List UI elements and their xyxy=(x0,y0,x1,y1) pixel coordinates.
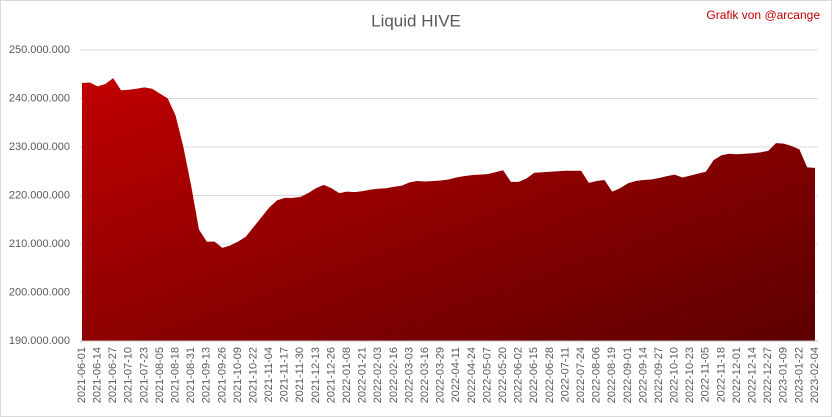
x-tick-label: 2022-09-14 xyxy=(637,347,649,403)
y-tick-label: 200.000.000 xyxy=(9,286,70,298)
x-tick-label: 2021-10-09 xyxy=(232,347,244,403)
x-tick-label: 2023-02-04 xyxy=(809,347,821,403)
y-tick-label: 220.000.000 xyxy=(9,189,70,201)
x-tick-label: 2021-06-27 xyxy=(107,347,119,403)
x-tick-label: 2022-03-16 xyxy=(419,347,431,403)
x-tick-label: 2021-10-22 xyxy=(247,347,259,403)
x-tick-label: 2022-06-15 xyxy=(528,347,540,403)
y-tick-label: 230.000.000 xyxy=(9,141,70,153)
y-tick-label: 240.000.000 xyxy=(9,92,70,104)
x-tick-label: 2022-11-05 xyxy=(700,347,712,402)
chart-title: Liquid HIVE xyxy=(371,11,461,30)
x-tick-label: 2023-01-09 xyxy=(778,347,790,403)
x-tick-label: 2022-12-27 xyxy=(762,347,774,403)
x-tick-label: 2022-05-07 xyxy=(481,347,493,403)
credit: Grafik von @arcange xyxy=(706,8,820,22)
x-tick-label: 2022-02-03 xyxy=(372,347,384,403)
x-tick-label: 2022-01-21 xyxy=(357,347,369,403)
x-tick-label: 2022-04-24 xyxy=(466,347,478,403)
x-tick-label: 2021-12-26 xyxy=(325,347,337,403)
x-tick-label: 2022-06-28 xyxy=(544,347,556,403)
x-tick-label: 2023-01-22 xyxy=(793,347,805,403)
x-tick-label: 2022-01-08 xyxy=(341,347,353,403)
x-tick-label: 2021-06-01 xyxy=(76,347,88,403)
x-tick-label: 2022-04-11 xyxy=(450,347,462,402)
x-tick-label: 2021-07-10 xyxy=(123,347,135,403)
x-tick-label: 2022-03-29 xyxy=(435,347,447,403)
x-tick-label: 2021-07-23 xyxy=(138,347,150,403)
x-tick-label: 2022-12-14 xyxy=(747,347,759,403)
x-tick-label: 2021-08-18 xyxy=(169,347,181,403)
x-tick-label: 2021-12-13 xyxy=(310,347,322,403)
x-tick-label: 2021-11-17 xyxy=(279,347,291,402)
x-tick-label: 2021-09-26 xyxy=(216,347,228,403)
x-tick-label: 2022-02-16 xyxy=(388,347,400,403)
x-tick-label: 2021-08-31 xyxy=(185,347,197,403)
x-tick-label: 2022-12-01 xyxy=(731,347,743,403)
y-tick-label: 190.000.000 xyxy=(9,335,70,347)
x-tick-label: 2022-07-11 xyxy=(559,347,571,402)
x-tick-label: 2022-06-02 xyxy=(513,347,525,403)
x-tick-label: 2022-09-01 xyxy=(622,347,634,403)
y-tick-label: 250.000.000 xyxy=(9,44,70,56)
y-tick-label: 210.000.000 xyxy=(9,238,70,250)
x-tick-label: 2022-08-06 xyxy=(591,347,603,403)
x-tick-label: 2022-10-10 xyxy=(669,347,681,403)
x-tick-label: 2021-09-13 xyxy=(201,347,213,403)
x-tick-label: 2022-07-24 xyxy=(575,347,587,403)
x-tick-label: 2021-11-04 xyxy=(263,347,275,402)
x-tick-label: 2022-05-20 xyxy=(497,347,509,403)
area xyxy=(82,78,815,341)
x-tick-label: 2021-08-05 xyxy=(154,347,166,403)
x-tick-label: 2022-10-23 xyxy=(684,347,696,403)
x-tick-label: 2022-03-03 xyxy=(403,347,415,403)
x-tick-label: 2021-06-14 xyxy=(92,347,104,403)
x-tick-label: 2021-11-30 xyxy=(294,347,306,402)
x-tick-label: 2022-11-18 xyxy=(715,347,727,402)
x-tick-label: 2022-08-19 xyxy=(606,347,618,403)
x-tick-label: 2022-09-27 xyxy=(653,347,665,403)
